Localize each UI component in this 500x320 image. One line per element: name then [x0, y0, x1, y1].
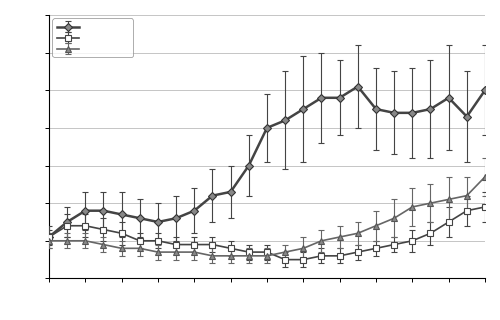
- Legend: 試験食A, 試験食B, 試験食C: 試験食A, 試験食B, 試験食C: [52, 18, 134, 57]
